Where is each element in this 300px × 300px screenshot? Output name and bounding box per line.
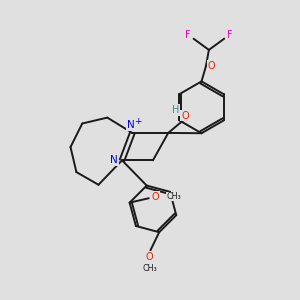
- Text: O: O: [207, 61, 215, 71]
- Text: O: O: [152, 192, 159, 202]
- Text: F: F: [227, 30, 232, 40]
- Text: O: O: [181, 110, 189, 121]
- Text: N: N: [127, 120, 135, 130]
- Text: H: H: [172, 105, 179, 115]
- Text: N: N: [110, 155, 118, 165]
- Text: F: F: [185, 30, 191, 40]
- Text: +: +: [134, 117, 141, 126]
- Text: O: O: [146, 252, 154, 262]
- Text: CH₃: CH₃: [167, 192, 181, 201]
- Text: CH₃: CH₃: [142, 264, 157, 273]
